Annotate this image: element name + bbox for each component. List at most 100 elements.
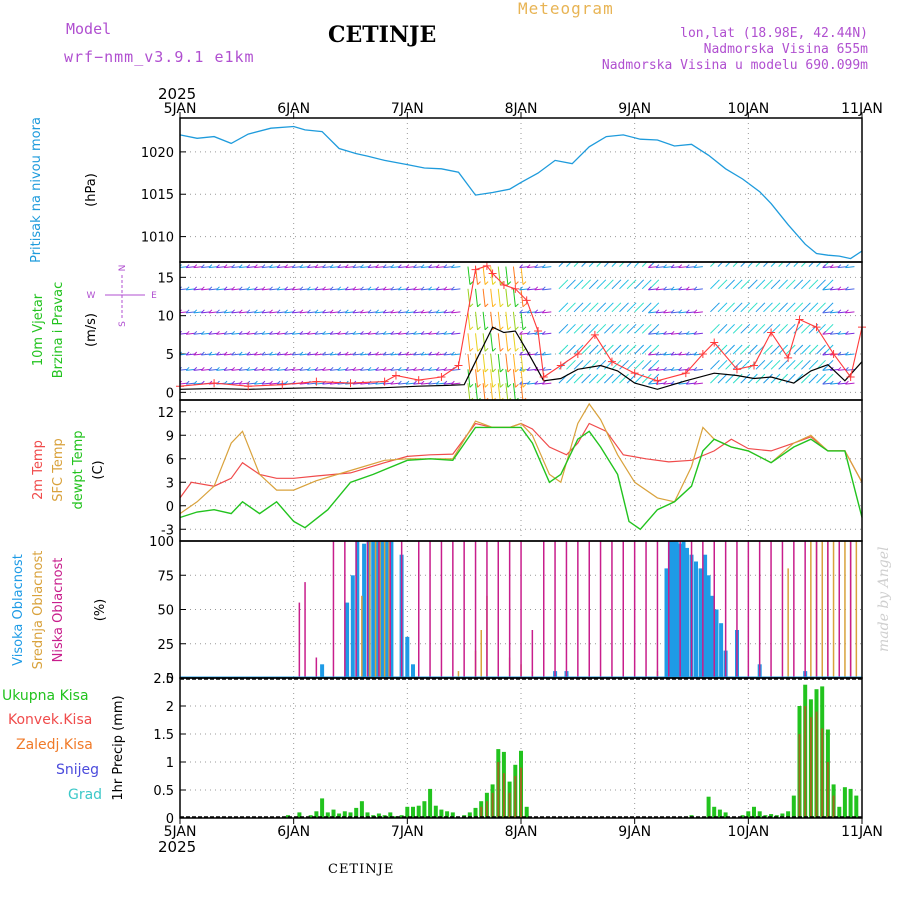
wind-barb-tip bbox=[329, 351, 334, 356]
wind-barb bbox=[732, 305, 740, 313]
wind-barb bbox=[314, 368, 325, 371]
wind-barb bbox=[201, 368, 211, 371]
wind-barb-tip bbox=[261, 330, 266, 335]
wind-barb-tip bbox=[519, 351, 523, 356]
wind-barb-tip bbox=[655, 286, 660, 291]
wind-barb-tip bbox=[541, 330, 546, 335]
gust-line bbox=[179, 265, 863, 387]
wind-barb-tip bbox=[435, 286, 440, 291]
x-tick-label-top: 10JAN bbox=[727, 101, 769, 117]
year-label-bottom: 2025 bbox=[158, 838, 197, 856]
wind-barb-tip bbox=[405, 330, 410, 335]
wind-barb bbox=[634, 282, 642, 290]
wind-barb-tip bbox=[382, 366, 387, 371]
total-precip-bar bbox=[439, 809, 444, 818]
compass-w: W bbox=[87, 291, 96, 301]
gust-marker bbox=[346, 379, 355, 388]
wind-barb bbox=[345, 311, 355, 314]
wind-barb-tip bbox=[784, 359, 788, 364]
wind-barb bbox=[180, 369, 181, 370]
total-precip-bar bbox=[854, 795, 859, 818]
wind-barb bbox=[740, 347, 748, 355]
wind-barb bbox=[443, 288, 453, 291]
wind-barb bbox=[307, 266, 317, 269]
wind-barb-tip bbox=[231, 309, 235, 314]
wind-barb bbox=[292, 288, 302, 291]
wind-barb bbox=[634, 376, 642, 384]
wind-barb bbox=[845, 266, 855, 269]
wind-barb-tip bbox=[269, 351, 273, 356]
wind-barb bbox=[763, 362, 770, 370]
total-precip-bar bbox=[723, 812, 728, 818]
wind-barb bbox=[231, 311, 241, 314]
wind-barb-tip bbox=[541, 351, 546, 356]
wind-barb-tip bbox=[451, 380, 455, 385]
compass-n: N bbox=[118, 265, 128, 272]
high-cloud-bar bbox=[671, 541, 676, 678]
wind-barb bbox=[801, 376, 808, 384]
wind-barb bbox=[634, 347, 642, 355]
wind-barb bbox=[497, 288, 501, 307]
gust-marker bbox=[795, 315, 804, 324]
wind-barb-tip bbox=[231, 286, 235, 291]
low-cloud-bar bbox=[554, 541, 556, 678]
wind-barb-tip bbox=[791, 344, 796, 349]
high-cloud-bar bbox=[405, 636, 410, 678]
wind-barb bbox=[604, 282, 611, 290]
wind-barb-tip bbox=[193, 264, 198, 268]
wind-barb bbox=[558, 362, 566, 370]
wind-barb bbox=[588, 282, 596, 290]
wind-barb-tip bbox=[685, 330, 690, 335]
wind-barb-tip bbox=[307, 286, 311, 291]
wind-barb bbox=[223, 332, 234, 335]
x-tick-label-top: 7JAN bbox=[391, 101, 424, 117]
wind-barb bbox=[239, 266, 249, 269]
wind-barb-tip bbox=[171, 331, 174, 334]
wind-barb bbox=[367, 266, 378, 269]
wind-barb bbox=[611, 326, 619, 334]
temp-axis-title-2: SFC Temp bbox=[51, 438, 66, 502]
wind-axis-title-1: 10m Vjetar bbox=[31, 293, 46, 366]
low-cloud-bar bbox=[565, 541, 568, 678]
wind-barb-tip bbox=[799, 302, 804, 307]
wind-barb-tip bbox=[845, 309, 849, 314]
wind-barb bbox=[277, 332, 287, 335]
wind-barb bbox=[254, 288, 264, 291]
wind-barb bbox=[261, 288, 271, 291]
wind-barb-tip bbox=[276, 286, 281, 291]
wind-unit: (m/s) bbox=[84, 313, 99, 347]
wind-barb bbox=[246, 311, 256, 314]
temp-unit: (C) bbox=[91, 460, 106, 479]
conv-precip-bar bbox=[821, 728, 824, 818]
wind-barb-tip bbox=[413, 330, 417, 335]
wind-barb-tip bbox=[314, 264, 319, 268]
wind-barb bbox=[475, 353, 479, 373]
wind-barb bbox=[770, 282, 778, 290]
wind-barb-tip bbox=[617, 373, 622, 378]
gust-marker bbox=[698, 350, 707, 358]
wind-barb bbox=[269, 332, 279, 335]
wind-barb bbox=[693, 332, 703, 335]
wind-barb bbox=[497, 311, 501, 330]
wind-barb bbox=[269, 266, 279, 269]
wind-barb-tip bbox=[246, 351, 251, 356]
wind-barb bbox=[686, 332, 696, 335]
wind-barb bbox=[299, 353, 309, 356]
wind-barb-tip bbox=[753, 344, 758, 349]
wind-barb bbox=[808, 282, 816, 290]
wind-barb bbox=[421, 311, 431, 314]
low-cloud-bar bbox=[781, 541, 784, 678]
wind-barb bbox=[845, 368, 855, 371]
wind-barb-tip bbox=[807, 373, 811, 378]
wind-barb bbox=[611, 282, 619, 290]
wind-barb-tip bbox=[171, 287, 174, 290]
total-precip-bar bbox=[712, 806, 717, 818]
wind-barb-tip bbox=[829, 359, 834, 364]
cloud-axis-title-3: Niska Oblacnost bbox=[51, 558, 66, 663]
wind-barb-tip bbox=[200, 380, 205, 385]
wind-barb-tip bbox=[515, 281, 519, 285]
wind-barb bbox=[520, 266, 524, 285]
wind-barb bbox=[785, 376, 793, 384]
wind-barb-tip bbox=[829, 330, 834, 335]
